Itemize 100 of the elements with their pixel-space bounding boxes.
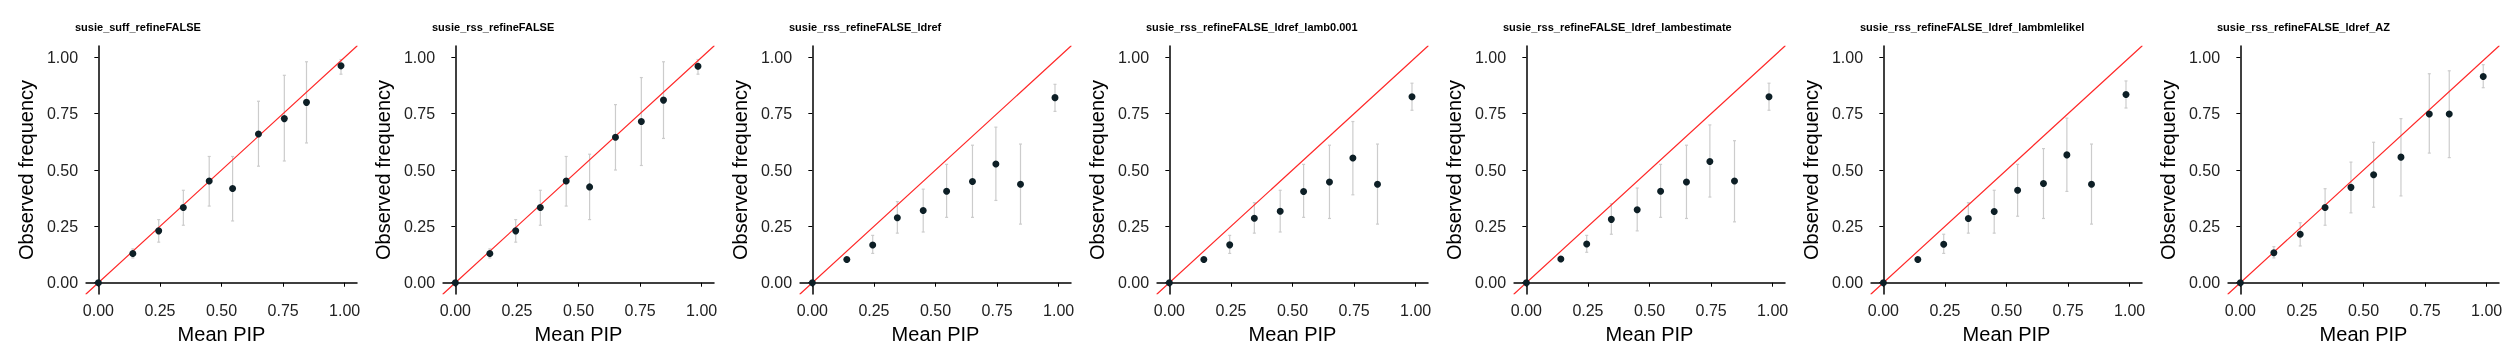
y-tick-label: 0.75 (403, 105, 436, 123)
y-tick-label: 1.00 (46, 48, 79, 66)
y-tick-label: 0.00 (760, 274, 793, 292)
point (1657, 187, 1665, 195)
x-tick-label: 0.75 (1695, 301, 1727, 319)
x-tick-label: 0.00 (2224, 301, 2257, 319)
chart-title: susie_rss_refineFALSE_ldref_lamb0.001 (1146, 20, 1358, 33)
point (1633, 206, 1641, 214)
x-axis-title: Mean PIP (534, 323, 623, 345)
point (843, 256, 851, 263)
x-tick-label: 0.25 (144, 301, 176, 319)
point (1607, 215, 1615, 223)
x-tick-label: 1.00 (1043, 301, 1075, 319)
y-tick-label: 0.75 (2188, 105, 2221, 123)
point (562, 177, 570, 185)
point (280, 115, 288, 123)
y-tick-label: 0.25 (46, 217, 79, 235)
y-tick-label: 0.50 (46, 161, 79, 179)
x-tick-label: 0.75 (981, 301, 1013, 319)
y-axis-title: Observed frequency (1800, 79, 1822, 261)
x-tick-label: 0.25 (2286, 301, 2318, 319)
point (1522, 279, 1530, 287)
x-tick-label: 0.75 (2409, 301, 2441, 319)
point (611, 133, 619, 141)
point (1682, 178, 1690, 186)
point (536, 203, 544, 211)
y-tick-label: 0.75 (1117, 105, 1150, 123)
point (1408, 93, 1416, 101)
x-tick-label: 0.50 (2347, 301, 2380, 319)
x-axis-title: Mean PIP (1605, 323, 1694, 345)
x-axis-title: Mean PIP (2319, 323, 2408, 345)
point (2296, 230, 2304, 238)
y-tick-label: 0.50 (1831, 161, 1864, 179)
y-axis-title: Observed frequency (1443, 79, 1465, 261)
point (229, 184, 237, 192)
point (2236, 279, 2244, 287)
x-axis-title: Mean PIP (177, 323, 266, 345)
x-tick-label: 0.75 (1338, 301, 1370, 319)
y-tick-label: 1.00 (403, 48, 436, 66)
x-tick-label: 0.50 (1990, 301, 2023, 319)
point (893, 214, 901, 222)
point (1226, 241, 1234, 249)
point (2425, 110, 2433, 118)
x-tick-label: 0.25 (858, 301, 890, 319)
point (1914, 256, 1922, 263)
x-tick-label: 0.25 (1572, 301, 1604, 319)
y-tick-label: 0.50 (1474, 161, 1507, 179)
x-tick-label: 1.00 (686, 301, 718, 319)
y-tick-label: 0.25 (1117, 217, 1150, 235)
point (2039, 180, 2047, 188)
point (303, 98, 310, 106)
chart-title: susie_rss_refineFALSE_ldref (789, 20, 942, 33)
y-tick-label: 1.00 (2188, 48, 2221, 66)
point (512, 227, 520, 235)
y-tick-label: 0.25 (760, 217, 793, 235)
y-axis-title: Observed frequency (15, 79, 37, 261)
point (968, 178, 976, 185)
point (1051, 94, 1059, 102)
x-tick-label: 1.00 (329, 301, 361, 319)
y-tick-label: 0.75 (46, 105, 79, 123)
y-tick-label: 0.50 (1117, 161, 1150, 179)
y-tick-label: 0.50 (403, 161, 436, 179)
point (1374, 180, 1381, 188)
x-tick-label: 0.00 (439, 301, 472, 319)
point (2088, 180, 2095, 188)
y-tick-label: 0.00 (46, 274, 79, 292)
point (992, 160, 1000, 168)
point (1325, 178, 1333, 186)
y-axis-title: Observed frequency (1086, 79, 1108, 261)
chart-title: susie_suff_refineFALSE (75, 20, 201, 33)
point (1731, 177, 1738, 185)
point (2347, 183, 2355, 191)
x-axis-title: Mean PIP (891, 323, 980, 345)
point (1706, 157, 1714, 165)
point (943, 187, 951, 195)
point (2122, 90, 2130, 98)
x-tick-label: 0.00 (1153, 301, 1186, 319)
x-axis-title: Mean PIP (1962, 323, 2051, 345)
x-tick-label: 0.50 (1633, 301, 1666, 319)
y-tick-label: 1.00 (1117, 48, 1150, 66)
point (1300, 187, 1308, 195)
point (660, 96, 667, 104)
y-tick-label: 1.00 (760, 48, 793, 66)
chart-title: susie_rss_refineFALSE_ldref_lambestimate (1503, 20, 1732, 33)
chart-title: susie_rss_refineFALSE_ldref_lambmlelikel (1860, 20, 2085, 33)
point (869, 241, 877, 249)
point (637, 118, 645, 126)
y-tick-label: 0.50 (760, 161, 793, 179)
point (1349, 154, 1357, 162)
point (2063, 151, 2071, 159)
y-tick-label: 0.25 (2188, 217, 2221, 235)
point (1017, 180, 1024, 188)
x-tick-label: 0.50 (205, 301, 238, 319)
x-tick-label: 0.50 (1276, 301, 1309, 319)
y-tick-label: 0.00 (1474, 274, 1507, 292)
point (94, 279, 102, 287)
x-tick-label: 0.75 (267, 301, 299, 319)
x-tick-label: 1.00 (2471, 301, 2503, 319)
point (205, 177, 213, 185)
y-tick-label: 0.00 (2188, 274, 2221, 292)
